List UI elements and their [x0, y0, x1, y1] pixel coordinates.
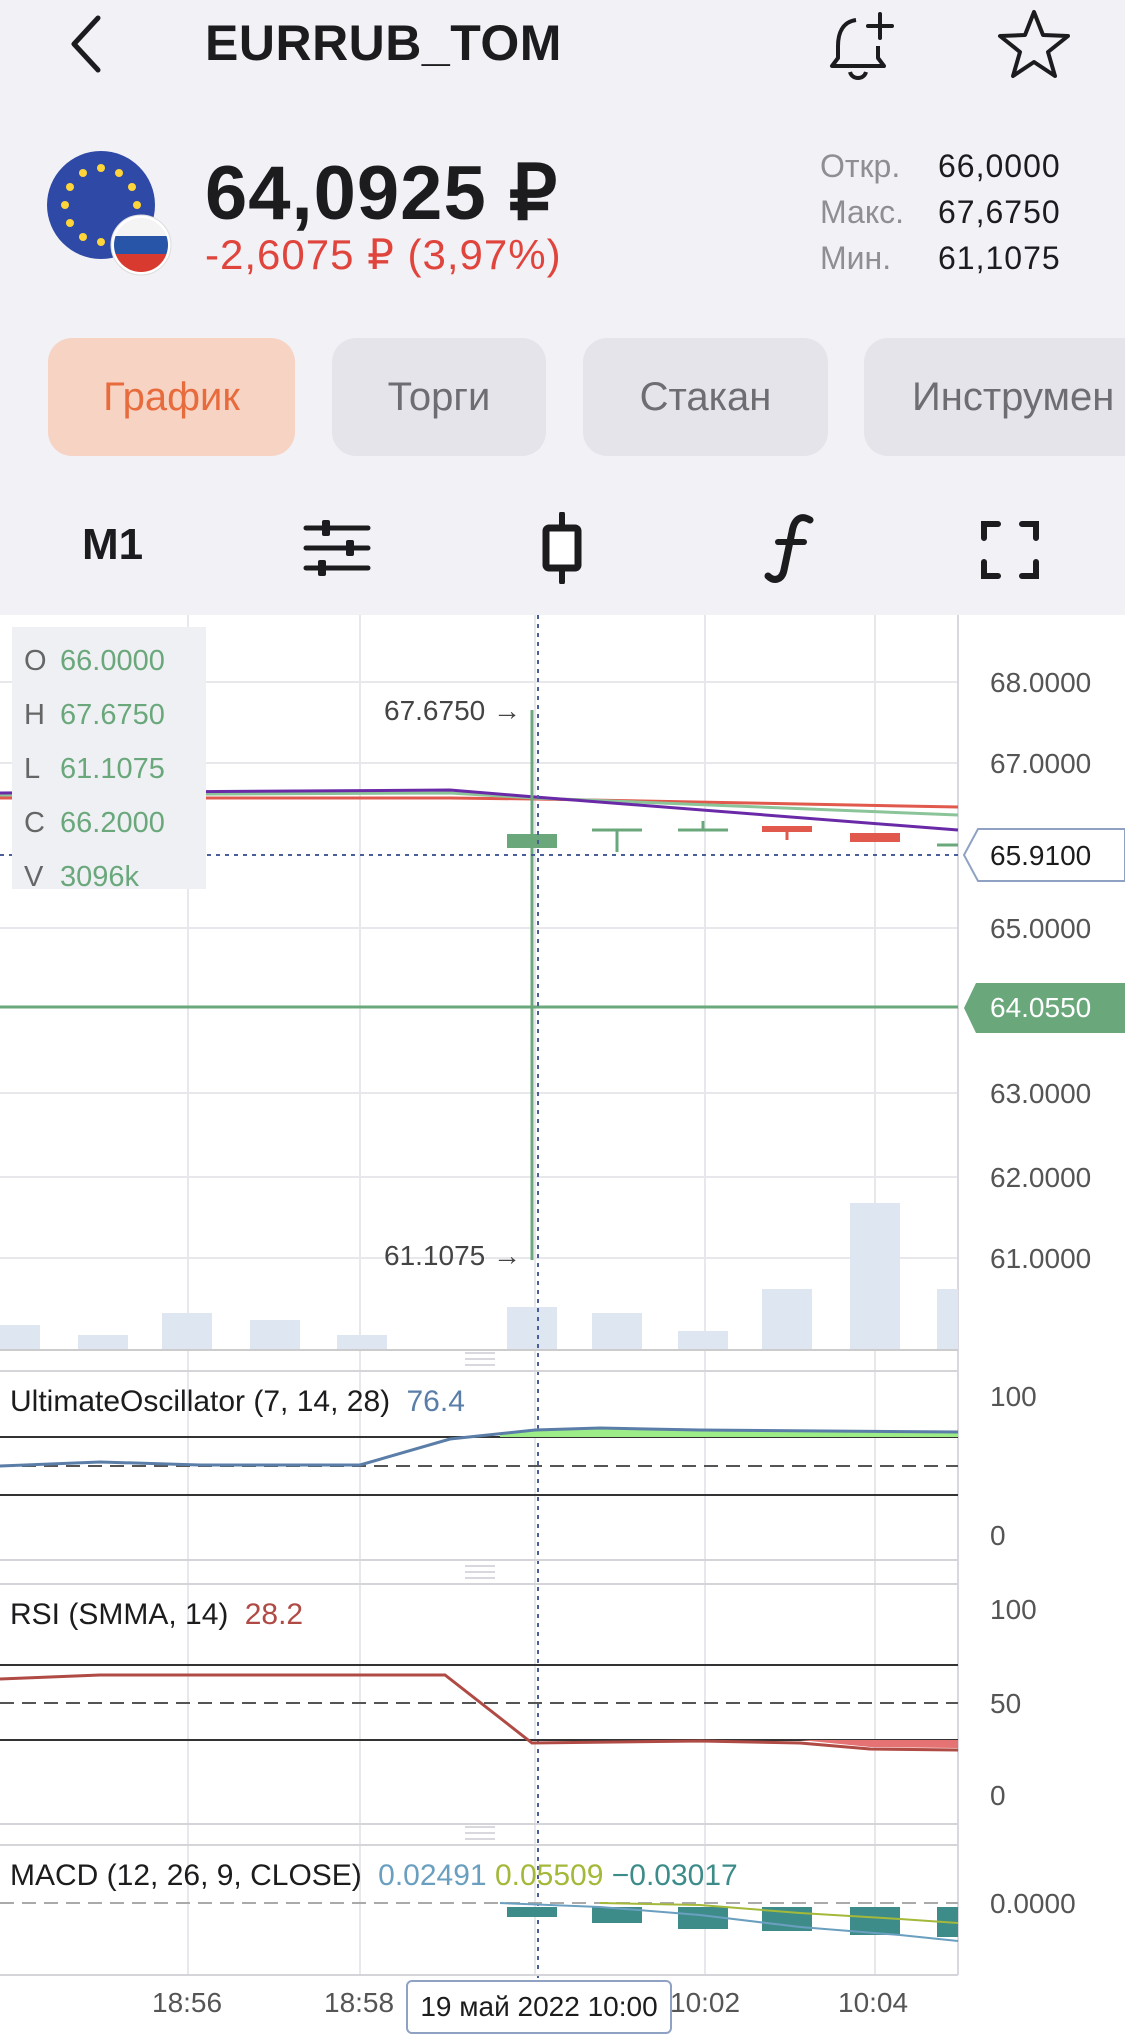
price-tick: 67.0000: [990, 748, 1092, 779]
chart-toolbar: M1: [0, 480, 1125, 615]
time-tick: 18:56: [152, 1987, 223, 2018]
tab-trades[interactable]: Торги: [332, 338, 546, 456]
chart-area[interactable]: O 66.0000 H 67.6750 L 61.1075 C 66.2000 …: [0, 615, 1125, 2039]
low-label: Мин.: [820, 240, 892, 276]
macd-name: MACD (12, 26, 9, CLOSE): [10, 1859, 362, 1892]
bell-plus-icon[interactable]: [826, 8, 898, 84]
high-value: 67,6750: [938, 194, 1061, 230]
uo-name: UltimateOscillator (7, 14, 28): [10, 1385, 391, 1418]
open-value: 66,0000: [938, 148, 1061, 184]
uo-label: UltimateOscillator (7, 14, 28) 76.4: [10, 1385, 465, 1419]
uo-tick: 100: [990, 1381, 1037, 1412]
rsi-tick: 0: [990, 1780, 1006, 1811]
macd-signal: 0.05509: [494, 1859, 604, 1892]
price-tick: 63.0000: [990, 1078, 1092, 1109]
price-tick: 62.0000: [990, 1162, 1092, 1193]
high-marker: 67.6750 →: [384, 695, 521, 726]
high-label: Макс.: [820, 194, 905, 230]
crosshair-price: 65.9100: [990, 840, 1092, 871]
header-bar: EURRUB_TOM: [0, 0, 1125, 120]
instrument-title: EURRUB_TOM: [205, 15, 562, 71]
tab-chart[interactable]: График: [48, 338, 295, 456]
ohlc-key: H: [24, 699, 45, 731]
ohlc-value: 67.6750: [60, 699, 165, 731]
price-tick: 68.0000: [990, 667, 1092, 698]
ohlc-value: 61.1075: [60, 753, 165, 785]
ohlc-key: L: [24, 753, 41, 785]
time-tick: 10:04: [838, 1987, 909, 2018]
price-tick: 65.0000: [990, 913, 1092, 944]
crosshair-price-badge: [962, 828, 1125, 882]
uo-value: 76.4: [406, 1385, 465, 1418]
rsi-name: RSI (SMMA, 14): [10, 1598, 229, 1631]
low-value: 61,1075: [938, 240, 1061, 276]
tab-orderbook[interactable]: Стакан: [583, 338, 828, 456]
rsi-tick: 50: [990, 1688, 1022, 1719]
candlestick-icon[interactable]: [540, 512, 584, 584]
time-tick: 18:58: [324, 1987, 395, 2018]
eu-rub-flag-icon: [47, 151, 172, 276]
star-outline-icon[interactable]: [996, 8, 1072, 80]
ohlc-key: O: [24, 645, 47, 677]
price-change: -2,6075 ₽ (3,97%): [205, 231, 562, 278]
rsi-label: RSI (SMMA, 14) 28.2: [10, 1598, 303, 1632]
last-price-tag: 64.0550: [990, 992, 1092, 1023]
crosshair-time: 19 май 2022 10:00: [406, 1980, 672, 2034]
ohlcv-panel: O 66.0000 H 67.6750 L 61.1075 C 66.2000 …: [12, 627, 206, 893]
chevron-left-icon[interactable]: [62, 12, 112, 76]
rsi-tick: 100: [990, 1594, 1037, 1625]
macd-histogram: −0.03017: [611, 1859, 738, 1892]
timeframe-button[interactable]: M1: [82, 520, 144, 569]
ohlc-key: C: [24, 807, 45, 839]
function-icon[interactable]: [764, 512, 818, 584]
uo-tick: 0: [990, 1520, 1006, 1551]
price-tick: 61.0000: [990, 1243, 1092, 1274]
last-price: 64,0925 ₽: [205, 151, 559, 236]
ohlc-value: 3096k: [60, 861, 140, 893]
tab-instruments[interactable]: Инструмен: [864, 338, 1125, 456]
ohlc-value: 66.2000: [60, 807, 165, 839]
open-label: Откр.: [820, 148, 901, 184]
ohlc-key: V: [24, 861, 44, 893]
macd-label: MACD (12, 26, 9, CLOSE) 0.02491 0.05509 …: [10, 1859, 738, 1893]
last-price-badge: [964, 983, 1125, 1033]
macd-tick: 0.0000: [990, 1888, 1076, 1919]
low-marker: 61.1075 →: [384, 1240, 521, 1271]
fullscreen-icon[interactable]: [980, 520, 1040, 580]
sliders-icon[interactable]: [302, 518, 372, 578]
time-tick: 10:02: [670, 1987, 741, 2018]
ohlc-value: 66.0000: [60, 645, 165, 677]
rsi-value: 28.2: [244, 1598, 304, 1631]
macd-value: 0.02491: [378, 1859, 487, 1892]
